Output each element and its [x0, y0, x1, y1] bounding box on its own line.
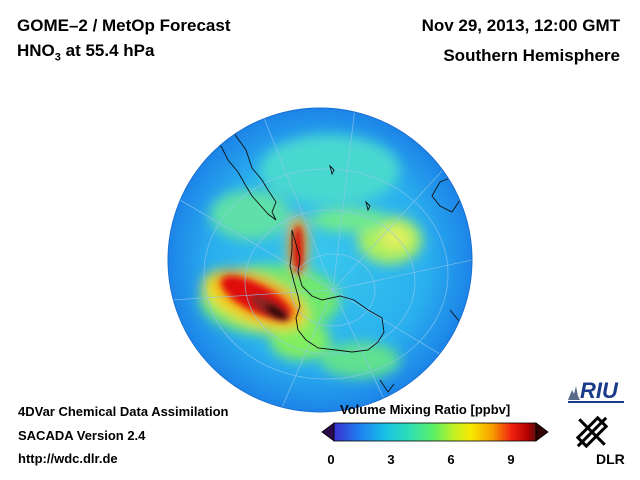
colorbar-tick-9: 9: [507, 452, 515, 467]
colorbar-low-arrow: [321, 422, 335, 442]
species-prefix: HNO: [17, 41, 55, 60]
graticule: [171, 108, 472, 412]
colorbar-high-arrow: [535, 422, 549, 442]
forecast-date: Nov 29, 2013, 12:00 GMT: [421, 16, 620, 35]
level-text: at 55.4 hPa: [60, 41, 155, 60]
species-level-title: HNO3 at 55.4 hPa: [17, 41, 154, 63]
colorbar-gradient: [333, 422, 537, 442]
colorbar-tick-0: 0: [327, 452, 335, 467]
website-link[interactable]: http://wdc.dlr.de: [18, 451, 118, 466]
colorbar: [321, 422, 549, 442]
colorbar-title: Volume Mixing Ratio [ppbv]: [340, 402, 511, 417]
riu-logo: RIU: [568, 378, 624, 403]
assimilation-label: 4DVar Chemical Data Assimilation: [18, 404, 229, 419]
species-subscript: 3: [54, 51, 61, 64]
colorbar-tick-3: 3: [387, 452, 395, 467]
dlr-logo-text: DLR: [596, 451, 625, 467]
colorbar-tick-6: 6: [447, 452, 455, 467]
dlr-logo: DLR: [575, 415, 625, 467]
region-label: Southern Hemisphere: [443, 46, 620, 65]
riu-logo-text: RIU: [580, 378, 619, 403]
version-label: SACADA Version 2.4: [18, 428, 146, 443]
product-title: GOME–2 / MetOp Forecast: [17, 16, 231, 35]
